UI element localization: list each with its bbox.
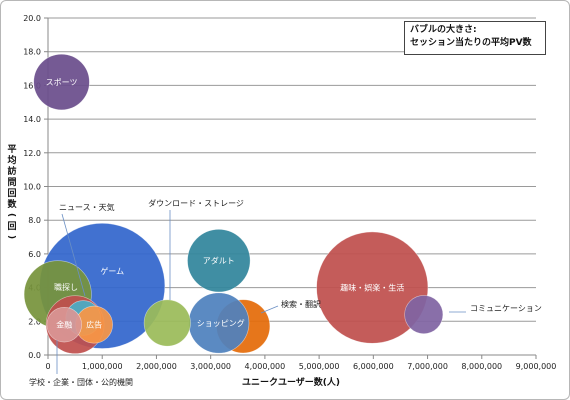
bubble-label: 広告	[86, 320, 102, 330]
leader-line	[260, 305, 279, 314]
size-legend-line-1: バブルの大きさ:	[410, 25, 477, 35]
y-tick-label: 20.0	[23, 14, 41, 23]
x-tick-label: 0	[45, 362, 50, 371]
y-axis-title-char: 訪	[7, 165, 16, 177]
bubble-label: アダルト	[203, 256, 235, 266]
bubble-label: コミュニケーション	[470, 304, 542, 313]
bubble	[33, 53, 90, 111]
y-axis-title-char: 問	[7, 177, 16, 188]
bubble-label: 趣味・娯楽・生活	[340, 283, 404, 293]
x-tick-label: 3,000,000	[190, 362, 231, 371]
x-axis-title: ユニークユーザー数(人)	[242, 376, 340, 388]
bubble	[187, 229, 251, 293]
x-tick-label: 6,000,000	[353, 362, 394, 371]
y-tick-label: 8.0	[28, 216, 41, 225]
y-tick-label: 6.0	[28, 250, 41, 259]
y-tick-label: 12.0	[23, 149, 41, 158]
y-tick-label: 2.0	[28, 317, 41, 326]
bubble-label: 学校・企業・団体・公的機関	[29, 377, 133, 387]
x-tick-label: 2,000,000	[136, 362, 177, 371]
y-axis-title-char: (	[6, 213, 16, 217]
y-tick-label: 16.0	[23, 81, 41, 90]
x-tick-label: 9,000,000	[516, 362, 557, 371]
leader-line	[61, 213, 86, 297]
bubble-label: 検索・翻訳	[281, 299, 321, 309]
y-tick-label: 14.0	[23, 115, 41, 124]
bubble-label: ダウンロード・ストレージ	[148, 198, 244, 208]
bubble-label: ショッピング	[197, 318, 245, 328]
bubble-label: 職探し	[54, 282, 78, 292]
bubbles	[23, 53, 444, 354]
x-tick-label: 8,000,000	[461, 362, 502, 371]
y-tick-label: 10.0	[23, 183, 41, 192]
x-tick-label: 5,000,000	[299, 362, 340, 371]
bubble	[143, 299, 191, 347]
bubble-label: 金融	[56, 320, 72, 330]
bubble	[46, 306, 82, 343]
x-tick-label: 7,000,000	[407, 362, 448, 371]
y-axis-title-char: 平	[7, 144, 16, 155]
y-axis-title-char: 均	[7, 154, 16, 166]
x-axis-ticks: 0 1,000,000 2,000,000 3,000,000 4,000,000 5,0…	[45, 355, 556, 371]
y-axis-title-char: 回	[7, 188, 16, 199]
y-tick-label: 0.0	[28, 351, 41, 360]
bubble-label: ニュース・天気	[59, 202, 115, 212]
bubble-label: スポーツ	[46, 78, 78, 87]
y-axis-title-char: )	[6, 235, 16, 239]
bubble	[404, 295, 444, 334]
size-legend-line-2: セッション当たりの平均PV数	[410, 38, 532, 48]
y-axis-title-char: 回	[7, 221, 16, 232]
leader-lines	[56, 210, 466, 374]
size-legend: バブルの大きさ: セッション当たりの平均PV数	[404, 21, 546, 55]
bubble-label: ゲーム	[100, 266, 124, 276]
bubble	[316, 231, 429, 344]
x-tick-label: 4,000,000	[245, 362, 286, 371]
y-axis-title-char: 数	[7, 198, 17, 210]
y-tick-label: 18.0	[23, 48, 41, 57]
x-tick-label: 1,000,000	[82, 362, 123, 371]
